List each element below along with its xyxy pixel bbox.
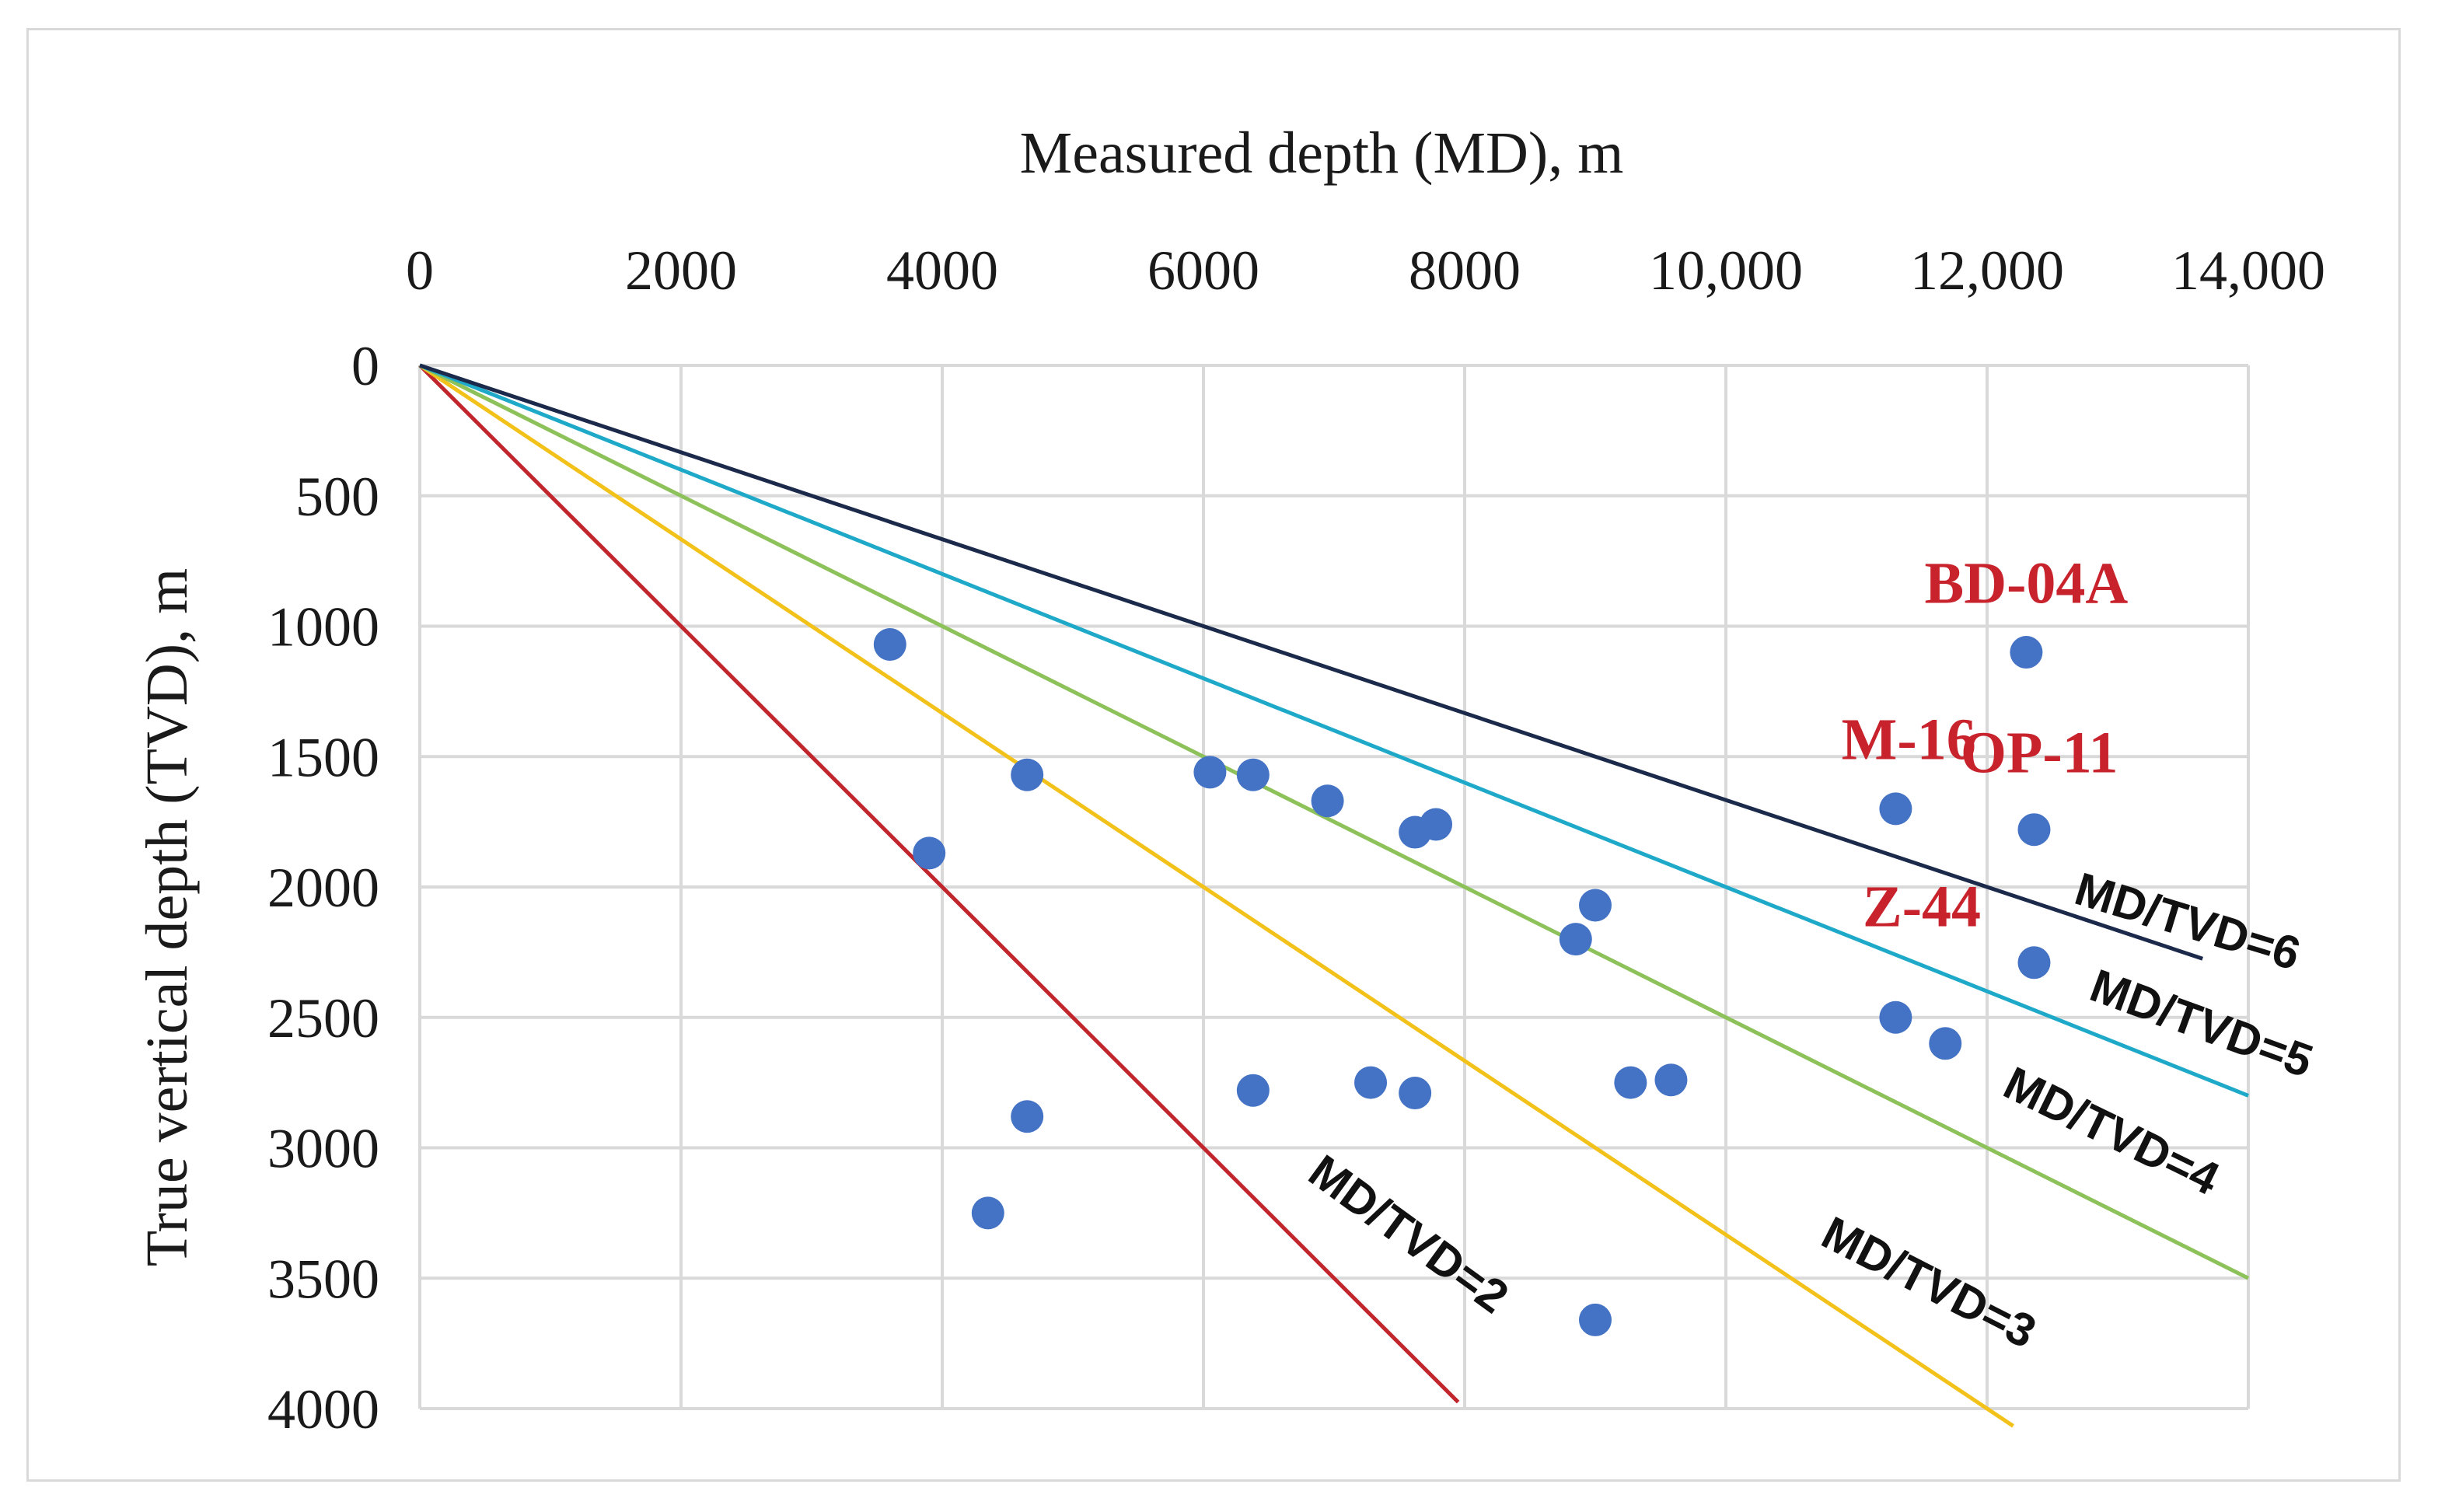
well-label: BD-04A	[1925, 550, 2129, 616]
data-point	[873, 627, 906, 661]
x-tick-label: 12,000	[1910, 239, 2064, 302]
data-point	[971, 1196, 1004, 1230]
y-tick-label: 0	[351, 335, 379, 397]
x-tick-label: 6000	[1147, 239, 1259, 302]
data-point	[1354, 1066, 1388, 1099]
data-points	[873, 627, 2051, 1336]
well-label: OP-11	[1961, 720, 2118, 785]
y-tick-label: 4000	[267, 1378, 379, 1440]
data-point	[913, 836, 946, 870]
x-tick-label: 2000	[625, 239, 737, 302]
data-point	[1399, 1077, 1432, 1110]
reference-line-label: MD/TVD=4	[1996, 1056, 2227, 1205]
reference-line-label: MD/TVD=2	[1300, 1145, 1518, 1324]
data-point	[2017, 813, 2051, 847]
x-tick-label: 8000	[1409, 239, 1521, 302]
y-axis-title: True vertical depth (TVD), m	[134, 568, 200, 1266]
data-point	[1579, 1303, 1612, 1336]
data-point	[1193, 756, 1227, 789]
x-tick-label: 4000	[886, 239, 998, 302]
x-tick-label: 0	[406, 239, 434, 302]
data-point	[1236, 1074, 1270, 1107]
well-label: M-16	[1842, 707, 1976, 773]
reference-line-label: MD/TVD=3	[1814, 1206, 2044, 1358]
data-point	[1011, 1100, 1044, 1133]
x-tick-label: 14,000	[2171, 239, 2325, 302]
data-point	[1579, 889, 1612, 922]
reference-line	[418, 363, 2014, 1428]
data-point	[1420, 808, 1453, 841]
data-point	[2010, 636, 2043, 669]
line-labels: MD/TVD=2 MD/TVD=3MD/TVD=4MD/TVD=5MD/TVD=6	[1300, 862, 2320, 1358]
y-tick-label: 1500	[267, 726, 379, 788]
data-point	[1879, 792, 1912, 826]
x-tick-label: 10,000	[1649, 239, 1803, 302]
reference-line	[418, 364, 1460, 1404]
y-tick-label: 3500	[267, 1248, 379, 1310]
data-point	[1011, 758, 1044, 791]
well-label: Z-44	[1863, 874, 1981, 939]
reference-line	[419, 363, 2203, 961]
data-point	[1559, 923, 1592, 956]
chart-frame	[26, 28, 2401, 1482]
data-point	[1929, 1027, 1962, 1060]
tick-labels: 0 2000 4000 6000 8000 10,000 12,000 14,000 0 500 1…	[267, 239, 2325, 1440]
data-point	[1654, 1063, 1688, 1097]
reference-line	[418, 363, 2250, 1280]
reference-line	[419, 363, 2249, 1098]
reference-line-label: MD/TVD=5	[2083, 959, 2319, 1088]
y-tick-label: 500	[295, 466, 379, 528]
data-point	[2017, 946, 2051, 979]
data-point	[1879, 1000, 1912, 1034]
x-axis-title: Measured depth (MD), m	[1020, 120, 1624, 186]
data-point	[1236, 758, 1270, 791]
data-point	[1311, 784, 1344, 818]
y-tick-label: 3000	[267, 1118, 379, 1180]
y-tick-label: 2500	[267, 987, 379, 1049]
reference-lines	[418, 363, 2250, 1428]
y-tick-label: 2000	[267, 857, 379, 919]
y-tick-label: 1000	[267, 596, 379, 658]
data-point	[1614, 1066, 1647, 1099]
